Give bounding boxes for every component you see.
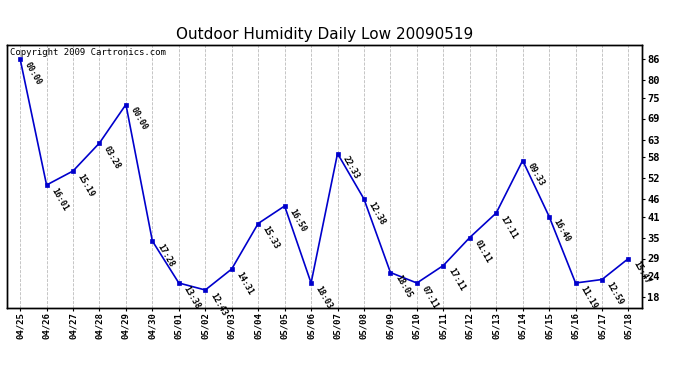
Text: 03:28: 03:28 bbox=[102, 144, 123, 171]
Text: 17:28: 17:28 bbox=[155, 242, 175, 268]
Text: 16:40: 16:40 bbox=[552, 218, 572, 244]
Text: 18:03: 18:03 bbox=[314, 284, 334, 310]
Text: 12:43: 12:43 bbox=[208, 291, 228, 318]
Text: 14:31: 14:31 bbox=[235, 270, 255, 297]
Text: 00:00: 00:00 bbox=[129, 106, 149, 132]
Text: 17:11: 17:11 bbox=[499, 214, 520, 240]
Text: 15:33: 15:33 bbox=[261, 225, 282, 251]
Text: 17:11: 17:11 bbox=[446, 267, 466, 293]
Text: 12:59: 12:59 bbox=[605, 281, 625, 307]
Text: 09:33: 09:33 bbox=[526, 162, 546, 188]
Text: 12:38: 12:38 bbox=[367, 200, 387, 226]
Text: 07:11: 07:11 bbox=[420, 284, 440, 310]
Text: 15:47: 15:47 bbox=[631, 260, 651, 286]
Text: 01:11: 01:11 bbox=[473, 239, 493, 265]
Text: Copyright 2009 Cartronics.com: Copyright 2009 Cartronics.com bbox=[10, 48, 166, 57]
Text: 11:19: 11:19 bbox=[578, 284, 599, 310]
Text: 22:33: 22:33 bbox=[340, 155, 361, 181]
Text: 16:50: 16:50 bbox=[288, 207, 308, 234]
Title: Outdoor Humidity Daily Low 20090519: Outdoor Humidity Daily Low 20090519 bbox=[176, 27, 473, 42]
Text: 15:19: 15:19 bbox=[76, 172, 96, 198]
Text: 00:00: 00:00 bbox=[23, 60, 43, 87]
Text: 18:05: 18:05 bbox=[393, 274, 413, 300]
Text: 16:01: 16:01 bbox=[50, 186, 70, 213]
Text: 13:38: 13:38 bbox=[181, 284, 202, 310]
